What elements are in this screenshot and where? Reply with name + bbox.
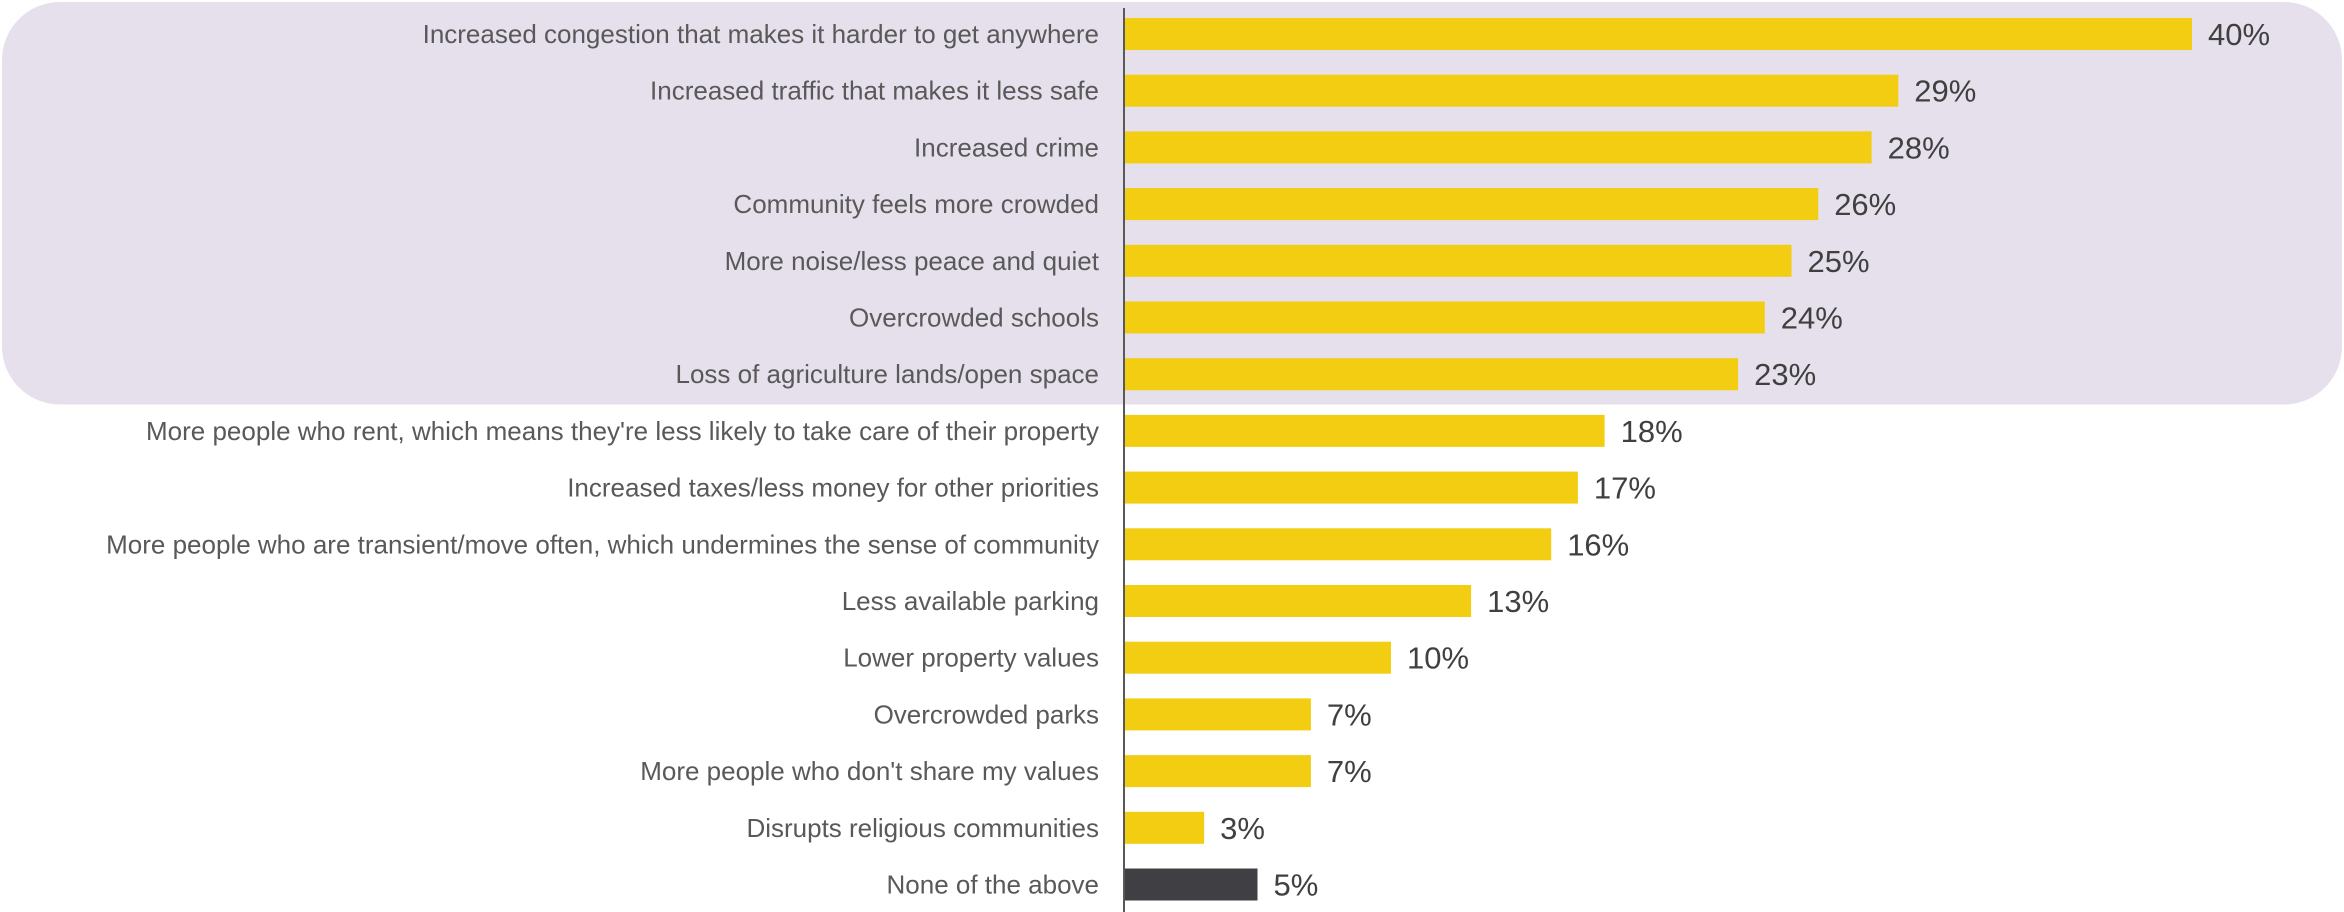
bar	[1124, 358, 1739, 391]
value-label: 28%	[1888, 130, 1950, 165]
category-label: Lower property values	[843, 643, 1099, 673]
bar	[1124, 18, 2192, 50]
bar	[1124, 811, 1205, 844]
bar	[1124, 698, 1311, 731]
bar	[1124, 641, 1391, 674]
category-label: More noise/less peace and quiet	[725, 246, 1100, 276]
value-label: 7%	[1327, 697, 1372, 732]
bar	[1124, 131, 1872, 164]
bar	[1124, 528, 1552, 561]
category-label: Increased traffic that makes it less saf…	[650, 76, 1099, 106]
bar	[1124, 188, 1819, 221]
value-label: 40%	[2208, 17, 2270, 52]
bar	[1124, 585, 1472, 617]
value-label: 3%	[1220, 811, 1265, 846]
bar	[1124, 755, 1311, 788]
value-label: 13%	[1487, 584, 1549, 619]
bar	[1124, 244, 1792, 277]
category-label: Increased congestion that makes it harde…	[423, 19, 1099, 49]
category-label: Overcrowded parks	[874, 699, 1099, 729]
bar	[1124, 74, 1899, 107]
value-label: 29%	[1914, 74, 1976, 109]
category-label: Disrupts religious communities	[746, 813, 1099, 843]
category-label: None of the above	[887, 870, 1100, 900]
value-label: 24%	[1781, 301, 1843, 336]
category-label: Loss of agriculture lands/open space	[676, 359, 1100, 389]
value-label: 18%	[1621, 414, 1683, 449]
category-label: Less available parking	[842, 586, 1099, 616]
bar	[1124, 471, 1578, 504]
category-label: Community feels more crowded	[733, 189, 1099, 219]
category-label: Overcrowded schools	[849, 303, 1099, 333]
category-label: More people who don't share my values	[640, 756, 1099, 786]
value-label: 23%	[1754, 357, 1816, 392]
category-label: More people who rent, which means they'r…	[146, 416, 1099, 446]
value-label: 17%	[1594, 471, 1656, 506]
value-label: 7%	[1327, 754, 1372, 789]
bar	[1124, 868, 1258, 901]
category-label: More people who are transient/move often…	[106, 529, 1099, 559]
category-label: Increased taxes/less money for other pri…	[567, 473, 1099, 503]
value-label: 5%	[1274, 868, 1319, 903]
value-label: 10%	[1407, 641, 1469, 676]
value-label: 26%	[1834, 187, 1896, 222]
bar	[1124, 301, 1765, 334]
bar	[1124, 414, 1605, 447]
category-label: Increased crime	[914, 132, 1099, 162]
value-label: 16%	[1567, 527, 1629, 562]
value-label: 25%	[1808, 244, 1870, 279]
